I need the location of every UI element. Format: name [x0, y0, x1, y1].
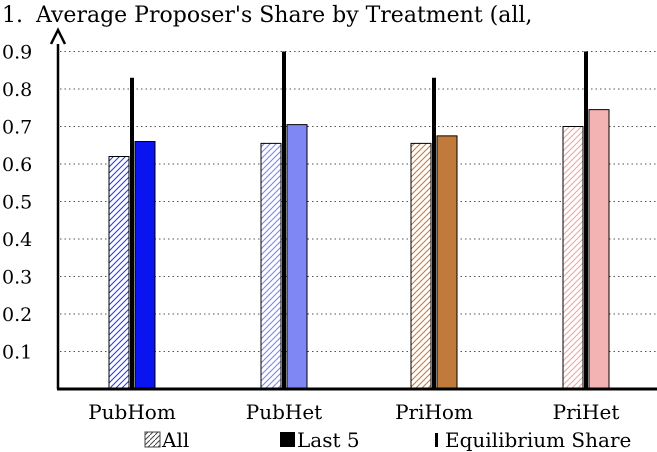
y-tick-label: 0.7 — [2, 117, 32, 139]
y-axis-arrow-icon — [49, 27, 67, 45]
y-tick-label: 0.8 — [2, 79, 32, 101]
bar-all-pubhet — [260, 142, 282, 390]
legend-eq-label: Equilibrium Share — [445, 428, 631, 452]
legend-eq-swatch — [435, 433, 438, 447]
bar-all-prihom — [410, 142, 432, 390]
y-tick-label: 0.9 — [2, 42, 32, 64]
y-tick-label: 0.1 — [2, 342, 32, 364]
category-label: PubHet — [246, 400, 322, 424]
y-axis — [49, 27, 67, 389]
bar-last5-pubhom — [134, 141, 156, 390]
chart-title: 1. Average Proposer's Share by Treatment… — [2, 3, 532, 28]
bar-all-prihet — [562, 126, 584, 390]
y-tick-label: 0.2 — [2, 304, 32, 326]
legend-last5-swatch — [280, 432, 295, 447]
bar-last5-pubhet — [286, 124, 308, 390]
category-label: PriHom — [395, 400, 473, 424]
bar-last5-prihet — [588, 109, 610, 390]
y-tick-label: 0.6 — [2, 154, 32, 176]
y-tick-label: 0.4 — [2, 229, 32, 251]
y-tick-label: 0.3 — [2, 267, 32, 289]
legend-all-swatch — [144, 431, 161, 448]
bars — [108, 109, 610, 390]
legend: All Last 5 Equilibrium Share — [144, 428, 631, 452]
y-tick-label: 0.5 — [2, 192, 32, 214]
bar-all-pubhom — [108, 156, 130, 390]
equilibrium-lines — [130, 51, 588, 389]
legend-all-label: All — [161, 428, 189, 452]
category-label: PubHom — [88, 400, 176, 424]
chart-title-text: Average Proposer's Share by Treatment (a… — [35, 3, 532, 28]
gridlines — [60, 51, 657, 352]
y-axis-ticks: 0.1 0.2 0.3 0.4 0.5 0.6 0.7 0.8 0.9 — [2, 42, 32, 364]
legend-last5-label: Last 5 — [297, 428, 360, 452]
chart-title-prefix: 1. — [2, 3, 23, 28]
category-label: PriHet — [553, 400, 620, 424]
bar-last5-prihom — [436, 135, 458, 390]
x-axis-categories: PubHom PubHet PriHom PriHet — [88, 400, 619, 424]
